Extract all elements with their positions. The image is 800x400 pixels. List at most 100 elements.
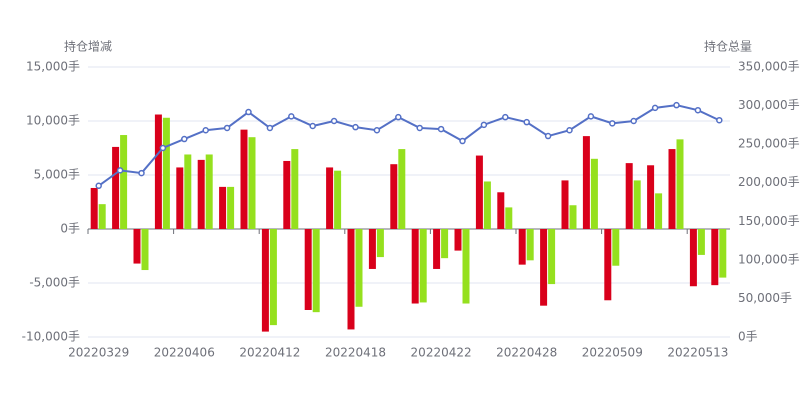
bar bbox=[197, 159, 205, 229]
line-point bbox=[609, 120, 616, 127]
bar bbox=[184, 154, 192, 229]
line-point bbox=[223, 124, 231, 132]
line-point bbox=[566, 127, 573, 134]
y2-axis-title: 持仓总量 bbox=[704, 39, 752, 54]
bar bbox=[176, 167, 184, 229]
y2-tick-label: 150,000手 bbox=[738, 214, 800, 228]
bar bbox=[590, 158, 598, 229]
line-point bbox=[116, 167, 124, 174]
bar bbox=[676, 139, 684, 229]
x-tick-label: 20220329 bbox=[68, 346, 129, 360]
y2-tick-label: 300,000手 bbox=[738, 98, 800, 112]
line-point bbox=[673, 101, 680, 109]
x-tick-label: 20220428 bbox=[496, 346, 557, 360]
bar bbox=[248, 137, 256, 229]
x-tick-label: 20220509 bbox=[582, 346, 643, 360]
x-tick-label: 20220412 bbox=[239, 346, 300, 360]
line-point bbox=[694, 106, 702, 114]
bar bbox=[540, 229, 548, 306]
bar bbox=[711, 229, 719, 286]
line-point bbox=[373, 127, 381, 134]
bar bbox=[582, 136, 590, 229]
bar bbox=[90, 187, 98, 229]
bar bbox=[376, 229, 384, 258]
bar bbox=[411, 229, 419, 304]
line-point bbox=[630, 117, 637, 125]
bar bbox=[162, 117, 170, 229]
bar bbox=[454, 229, 462, 251]
line-point bbox=[651, 104, 659, 112]
x-tick-label: 20220513 bbox=[667, 346, 728, 360]
bar bbox=[655, 193, 663, 229]
bar bbox=[475, 155, 483, 229]
bar bbox=[368, 229, 376, 269]
bar bbox=[689, 229, 697, 287]
line-point bbox=[437, 125, 445, 133]
line-point bbox=[202, 127, 209, 134]
line-point bbox=[459, 137, 466, 145]
bar bbox=[355, 229, 363, 307]
y2-tick-label: 0手 bbox=[738, 330, 758, 344]
bar bbox=[526, 229, 534, 261]
bar bbox=[227, 186, 235, 229]
bar bbox=[219, 186, 227, 229]
line-point bbox=[181, 135, 188, 143]
bar bbox=[205, 154, 213, 229]
line-point bbox=[245, 108, 252, 116]
y2-tick-label: 250,000手 bbox=[738, 137, 800, 151]
bar bbox=[112, 146, 120, 229]
line-point bbox=[159, 144, 167, 152]
x-tick-label: 20220406 bbox=[154, 346, 215, 360]
line-point bbox=[716, 116, 723, 124]
y2-tick-label: 200,000手 bbox=[738, 175, 800, 189]
bar bbox=[483, 181, 491, 229]
y-tick-label: 15,000手 bbox=[26, 60, 80, 74]
bar bbox=[604, 229, 612, 301]
bar bbox=[419, 229, 427, 303]
bar bbox=[304, 229, 312, 310]
line-point bbox=[330, 117, 338, 125]
line-point bbox=[309, 122, 316, 130]
bar bbox=[154, 114, 162, 229]
bar bbox=[334, 170, 342, 229]
y2-tick-label: 50,000手 bbox=[738, 291, 792, 305]
line-point bbox=[395, 113, 402, 121]
line-point bbox=[266, 124, 274, 132]
y-tick-label: -10,000手 bbox=[22, 330, 80, 344]
x-tick-label: 20220422 bbox=[411, 346, 472, 360]
bar bbox=[719, 229, 727, 278]
y2-tick-label: 100,000手 bbox=[738, 252, 800, 266]
bar bbox=[548, 229, 556, 285]
line-point bbox=[352, 123, 359, 131]
y-tick-label: -5,000手 bbox=[29, 276, 80, 290]
bar bbox=[505, 207, 513, 229]
line-point bbox=[288, 113, 295, 120]
bar bbox=[291, 149, 299, 229]
line bbox=[98, 104, 720, 187]
bar bbox=[261, 229, 269, 332]
bar bbox=[98, 204, 106, 229]
bar bbox=[433, 229, 441, 269]
bar bbox=[647, 165, 655, 229]
bar bbox=[612, 229, 620, 266]
bar bbox=[240, 129, 248, 229]
line-point bbox=[523, 118, 530, 126]
bar bbox=[312, 229, 320, 313]
bar bbox=[133, 229, 141, 264]
bar bbox=[347, 229, 355, 330]
bar bbox=[518, 229, 526, 265]
bar bbox=[269, 229, 277, 326]
x-tick-label: 20220418 bbox=[325, 346, 386, 360]
line-point bbox=[95, 182, 102, 190]
bar bbox=[390, 164, 398, 229]
bar bbox=[561, 180, 569, 229]
line-point bbox=[416, 124, 423, 132]
y-tick-label: 10,000手 bbox=[26, 114, 80, 128]
bar bbox=[283, 160, 291, 229]
y2-tick-label: 350,000手 bbox=[738, 60, 800, 74]
bar bbox=[120, 135, 128, 229]
line-point bbox=[587, 113, 595, 120]
y-tick-label: 5,000手 bbox=[34, 168, 80, 182]
bar bbox=[326, 167, 334, 229]
